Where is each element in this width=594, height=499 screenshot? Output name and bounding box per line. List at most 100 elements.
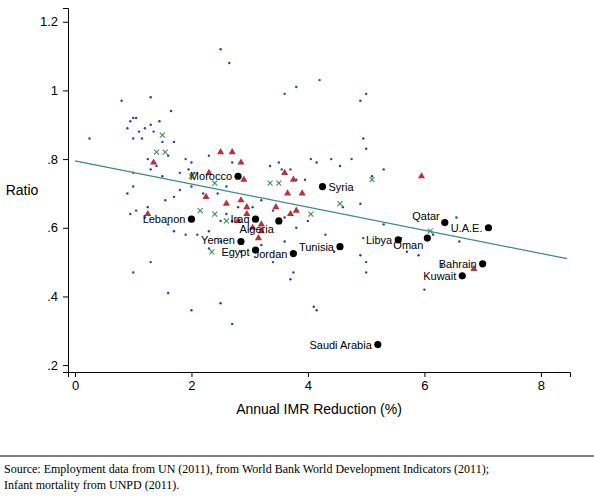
point: [308, 212, 313, 217]
x-tick-label: 8: [538, 378, 545, 393]
y-tick-mark: [63, 159, 68, 160]
point: [163, 150, 168, 155]
point: [362, 237, 364, 239]
point: [141, 137, 143, 139]
point: [150, 158, 157, 164]
point: [184, 158, 186, 160]
point: [243, 203, 250, 209]
point: [202, 193, 209, 199]
point: [382, 168, 384, 170]
point: [154, 150, 159, 155]
point: [188, 216, 195, 223]
point: [173, 141, 175, 143]
point: [485, 224, 492, 231]
point: [234, 173, 241, 180]
point: [319, 183, 326, 190]
point: [196, 233, 198, 235]
point: [132, 185, 134, 187]
point: [167, 292, 169, 294]
point: [231, 323, 233, 325]
source-note: Source: Employment data from UN (2011), …: [4, 462, 489, 476]
y-axis-line: [63, 9, 69, 373]
point: [251, 206, 253, 208]
x-tick: 8: [538, 372, 545, 393]
point: [458, 240, 460, 242]
x-tick-mark: [75, 372, 76, 377]
point: [173, 196, 175, 198]
point: [336, 243, 343, 250]
point: [330, 158, 332, 160]
point: [217, 148, 224, 154]
point: [359, 254, 361, 256]
point: [225, 185, 227, 187]
point: [216, 192, 218, 194]
point: [365, 261, 367, 263]
point: [252, 216, 259, 223]
point: [290, 176, 297, 182]
point: [272, 203, 279, 209]
point: [289, 278, 291, 280]
point: [295, 86, 297, 88]
point: [237, 196, 244, 202]
point: [424, 234, 431, 241]
point: [287, 210, 294, 216]
y-tick-mark: [63, 22, 68, 23]
plot-area: [75, 48, 567, 348]
point: [268, 181, 273, 186]
point: [160, 133, 165, 138]
point: [129, 120, 131, 122]
point: [315, 161, 317, 163]
x-tick-mark: [424, 372, 425, 377]
point: [170, 110, 172, 112]
y-tick: .2: [47, 358, 68, 373]
y-tick-mark: [63, 365, 68, 366]
point-label: Algeria: [240, 223, 275, 235]
point-label: U.A.E.: [451, 222, 483, 234]
y-tick-label: .6: [47, 220, 58, 235]
point: [455, 216, 457, 218]
point-label: Morocco: [190, 170, 232, 182]
point: [423, 288, 425, 290]
point: [212, 212, 217, 217]
x-tick-label: 4: [305, 378, 312, 393]
point: [149, 168, 151, 170]
x-tick: 6: [421, 372, 428, 393]
point: [283, 216, 285, 218]
point: [417, 254, 419, 256]
point: [281, 169, 288, 175]
point: [164, 199, 166, 201]
x-tick-mark: [541, 372, 542, 377]
point: [479, 260, 486, 267]
y-tick: 1: [51, 83, 68, 98]
point: [272, 209, 274, 211]
point: [155, 165, 157, 167]
y-tick: .8: [47, 152, 68, 167]
point: [219, 220, 221, 222]
point: [229, 148, 236, 154]
point: [269, 165, 271, 167]
point: [339, 165, 341, 167]
point: [293, 206, 300, 212]
point: [441, 219, 448, 226]
point: [283, 240, 285, 242]
point: [304, 178, 306, 180]
y-tick-label: .4: [47, 289, 58, 304]
x-axis-title: Annual IMR Reduction (%): [236, 401, 402, 417]
point: [149, 261, 151, 263]
fit-line: [75, 161, 567, 259]
point: [318, 79, 320, 81]
y-tick-label: 1: [51, 83, 58, 98]
point: [161, 141, 163, 143]
point: [161, 175, 163, 177]
y-tick: 1.2: [40, 14, 68, 29]
point-label: Saudi Arabia: [309, 339, 372, 351]
point-labels: MoroccoLebanonIraqAlgeriaSyriaYemenEgypt…: [143, 170, 483, 350]
point: [365, 93, 367, 95]
y-tick-label: .2: [47, 358, 58, 373]
point: [365, 148, 367, 150]
point: [126, 192, 128, 194]
point: [88, 137, 90, 139]
point: [231, 161, 233, 163]
y-axis: .2 .4 .6 .8 1 1.2: [40, 9, 69, 373]
point-label: Jordan: [254, 248, 288, 260]
